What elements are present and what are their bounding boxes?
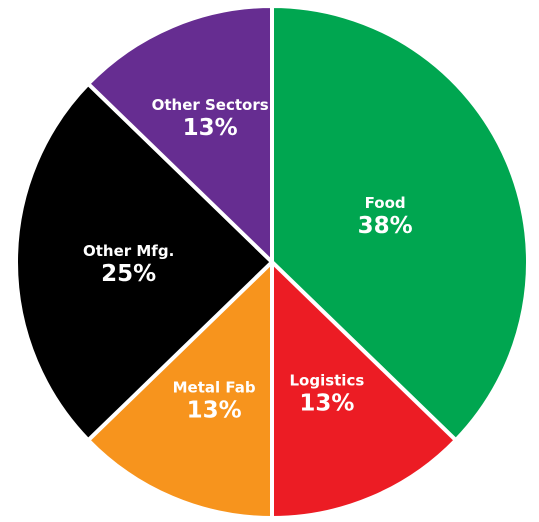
- slice-label-logistics: Logistics: [289, 372, 364, 390]
- pie-slice-logistics: [270, 260, 458, 520]
- slice-label-food: Food: [365, 194, 406, 212]
- pie-slice-other-mfg: [14, 81, 274, 443]
- slice-label-other-sectors: Other Sectors: [152, 96, 269, 114]
- slice-value-other-mfg: 25%: [101, 261, 156, 287]
- pie-slice-other-sectors: [86, 4, 274, 264]
- slice-label-other-mfg: Other Mfg.: [83, 242, 174, 260]
- pie-slice-metal-fab: [86, 260, 274, 520]
- pie-slice-food: [270, 4, 530, 443]
- slice-value-food: 38%: [358, 213, 413, 239]
- slice-value-other-sectors: 13%: [183, 115, 238, 141]
- slice-value-logistics: 13%: [299, 391, 354, 417]
- slice-label-metal-fab: Metal Fab: [173, 379, 256, 397]
- slice-value-metal-fab: 13%: [187, 398, 242, 424]
